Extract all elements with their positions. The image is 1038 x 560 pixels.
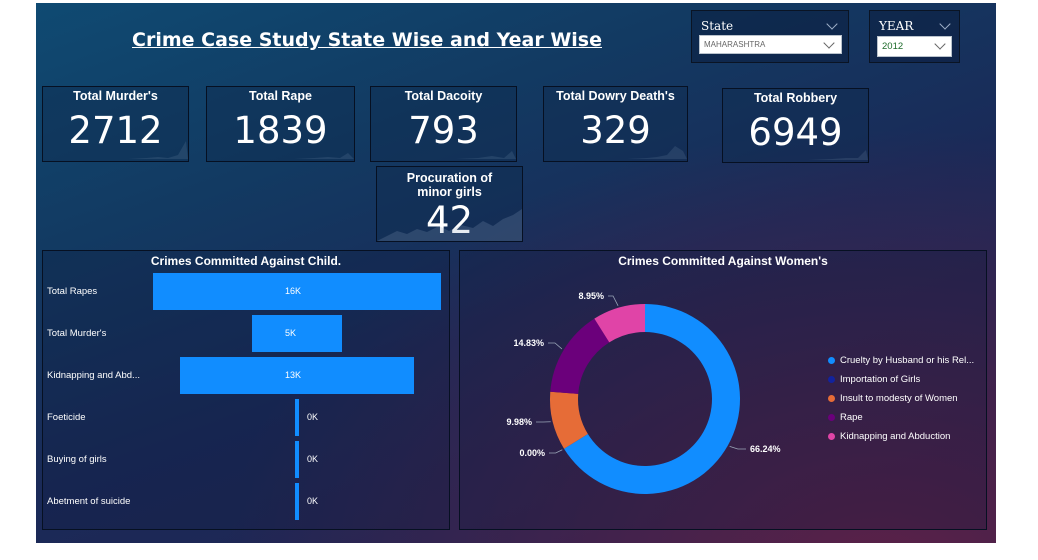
category-label: Foeticide: [47, 411, 86, 423]
donut-slice[interactable]: [564, 304, 740, 494]
bar[interactable]: [252, 315, 342, 352]
legend-label: Kidnapping and Abduction: [840, 431, 951, 442]
data-label: 8.95%: [578, 291, 604, 301]
legend-item[interactable]: Rape: [828, 412, 863, 423]
legend-item[interactable]: Cruelty by Husband or his Rel...: [828, 355, 974, 366]
bar[interactable]: [295, 441, 299, 478]
sparkline: [808, 150, 868, 160]
legend-marker: [828, 375, 835, 383]
leader-line: [608, 295, 619, 306]
data-label: 66.24%: [750, 444, 781, 454]
kpi-value: 1839: [233, 109, 328, 152]
chart-title: Crimes Committed Against Women's: [618, 254, 828, 268]
donut-chart-svg: 66.24% 0.00% 9.98% 14.83% 8.95%: [506, 291, 781, 494]
legend-item[interactable]: Kidnapping and Abduction: [828, 431, 950, 442]
state-selected-value: MAHARASHTRA: [704, 40, 766, 49]
data-label: 0K: [307, 453, 319, 464]
chevron-down-icon: [823, 37, 835, 49]
chevron-down-icon: [934, 38, 946, 50]
child-crimes-chart: Crimes Committed Against Child. Total Ra…: [42, 250, 450, 530]
data-label: 13K: [285, 369, 302, 380]
kpi-value: 2712: [68, 109, 163, 152]
kpi-value: 6949: [748, 111, 843, 154]
leader-line: [549, 449, 563, 454]
bar[interactable]: [180, 357, 414, 394]
data-label: 0K: [307, 411, 319, 422]
state-dropdown[interactable]: MAHARASHTRA: [699, 35, 842, 54]
legend-marker: [828, 432, 835, 440]
chevron-down-icon[interactable]: [939, 18, 951, 30]
category-label: Total Rapes: [47, 285, 98, 297]
legend-marker: [828, 394, 835, 402]
chart-title: Crimes Committed Against Child.: [150, 254, 342, 268]
kpi-card-total-dacoity: Total Dacoity 793: [370, 86, 517, 162]
legend-marker: [828, 413, 835, 421]
data-label: 9.98%: [506, 417, 532, 427]
kpi-title: Total Dacoity: [404, 89, 483, 103]
year-slicer[interactable]: YEAR 2012: [869, 10, 960, 63]
category-label: Total Murder's: [47, 327, 107, 339]
chevron-down-icon[interactable]: [826, 18, 838, 30]
sparkline: [377, 209, 522, 241]
bar[interactable]: [295, 399, 299, 436]
bar[interactable]: [295, 483, 299, 520]
data-label: 14.83%: [513, 338, 544, 348]
category-label: Abetment of suicide: [47, 495, 131, 507]
state-slicer[interactable]: State MAHARASHTRA: [691, 10, 849, 63]
legend-label: Rape: [840, 412, 863, 423]
data-label: 0.00%: [519, 448, 545, 458]
data-label: 5K: [285, 327, 297, 338]
kpi-card-total-rape: Total Rape 1839: [206, 86, 355, 162]
dashboard-canvas: Crime Case Study State Wise and Year Wis…: [36, 3, 996, 543]
kpi-card-total-dowry-deaths: Total Dowry Death's 329: [543, 86, 688, 162]
kpi-title: Total Robbery: [753, 91, 838, 105]
kpi-title: Total Dowry Death's: [556, 89, 675, 103]
kpi-title: Total Rape: [249, 89, 312, 103]
kpi-card-procuration-minor-girls: Procuration of minor girls 42: [376, 166, 523, 242]
state-slicer-label: State: [701, 19, 734, 33]
legend-label: Importation of Girls: [840, 374, 921, 385]
sparkline: [627, 146, 687, 159]
legend-label: Insult to modesty of Women: [840, 393, 958, 404]
kpi-value: 329: [580, 109, 651, 152]
leader-line: [729, 445, 746, 450]
sparkline: [456, 151, 516, 159]
legend-label: Cruelty by Husband or his Rel...: [840, 355, 975, 366]
kpi-title: Procuration of minor girls: [406, 171, 493, 199]
year-slicer-label: YEAR: [879, 19, 914, 33]
kpi-card-total-murders: Total Murder's 2712: [42, 86, 189, 162]
year-selected-value: 2012: [882, 41, 904, 52]
kpi-card-total-robbery: Total Robbery 6949: [722, 88, 869, 163]
data-label: 16K: [285, 285, 302, 296]
sparkline: [294, 153, 354, 159]
leader-line: [548, 342, 563, 350]
category-label: Buying of girls: [47, 453, 107, 465]
women-crimes-chart: Crimes Committed Against Women's 66.24% 0…: [459, 250, 987, 530]
page-title: Crime Case Study State Wise and Year Wis…: [132, 29, 602, 51]
legend-marker: [828, 356, 835, 364]
kpi-title: Total Murder's: [73, 89, 158, 103]
donut-slice[interactable]: [594, 304, 645, 343]
data-label: 0K: [307, 495, 319, 506]
kpi-value: 793: [408, 109, 479, 152]
year-dropdown[interactable]: 2012: [877, 36, 952, 57]
kpi-value: 42: [425, 199, 474, 242]
legend-item[interactable]: Insult to modesty of Women: [828, 393, 958, 404]
legend-item[interactable]: Importation of Girls: [828, 374, 920, 385]
donut-slice[interactable]: [550, 391, 588, 449]
category-label: Kidnapping and Abd...: [47, 369, 140, 381]
bar[interactable]: [153, 273, 441, 310]
sparkline: [128, 141, 188, 159]
donut-slice[interactable]: [550, 318, 610, 394]
